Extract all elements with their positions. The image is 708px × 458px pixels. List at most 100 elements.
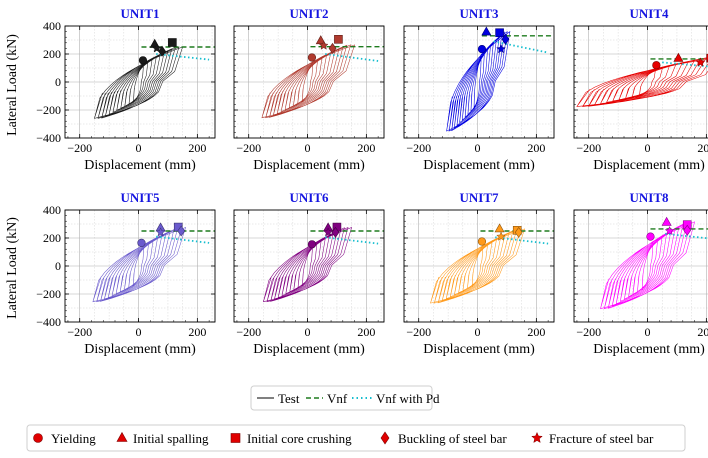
marker-initial-spalling xyxy=(673,52,684,62)
x-axis-label: Displacement (mm) xyxy=(423,342,535,357)
marker-yielding xyxy=(137,238,146,247)
y-tick-label: 400 xyxy=(43,203,61,217)
legend-yielding-marker xyxy=(33,433,43,443)
marker-buckling xyxy=(328,42,337,54)
subplot-unit7: −200 0 200 UNIT7 Displacement (mm) xyxy=(403,190,555,357)
legend-test-label: Test xyxy=(278,391,300,406)
x-tick-label: −200 xyxy=(406,325,431,339)
test-hysteresis-curve xyxy=(262,227,353,303)
marker-fracture xyxy=(323,227,334,237)
marker-fracture xyxy=(155,227,166,237)
subplot-title: UNIT1 xyxy=(120,6,159,21)
x-tick-label: −200 xyxy=(67,141,92,155)
marker-yielding xyxy=(477,237,487,246)
x-axis-label: Displacement (mm) xyxy=(253,342,365,357)
x-tick-label: 0 xyxy=(136,325,142,339)
subplot-unit5: −200 0 200 −400 −200 0 200 400 UNIT5 Displacement… xyxy=(36,190,216,357)
x-tick-label: 0 xyxy=(645,325,651,339)
x-tick-label: 0 xyxy=(475,325,481,339)
marker-yielding xyxy=(652,61,661,70)
marker-fracture xyxy=(318,40,329,50)
x-tick-label: 0 xyxy=(305,141,311,155)
test-hysteresis-curve xyxy=(261,44,356,119)
vnf-with-pd-line xyxy=(156,235,210,244)
x-tick-label: −200 xyxy=(406,141,431,155)
y-axis-label-top: Lateral Load (kN) xyxy=(5,34,20,136)
marker-yielding xyxy=(477,44,487,54)
test-hysteresis-curve xyxy=(92,227,187,303)
subplot-unit4: −200 0 200 UNIT4 Displacement (mm) xyxy=(573,6,708,173)
x-tick-label: 0 xyxy=(136,141,142,155)
marker-yielding xyxy=(307,53,317,62)
x-axis-label: Displacement (mm) xyxy=(84,342,196,357)
subplot-unit8: −200 0 200 UNIT8 Displacement (mm) xyxy=(573,190,708,357)
x-axis-label: Displacement (mm) xyxy=(423,158,535,173)
marker-buckling xyxy=(501,33,510,45)
x-tick-label: 200 xyxy=(697,325,708,339)
x-axis-label: Displacement (mm) xyxy=(593,158,705,173)
y-tick-label: 200 xyxy=(43,231,61,245)
x-tick-label: 200 xyxy=(188,141,206,155)
marker-buckling xyxy=(331,226,340,238)
marker-yielding xyxy=(138,56,148,65)
marker-initial-core-crushing xyxy=(495,28,504,38)
legend-crushing-label: Initial core crushing xyxy=(247,431,352,446)
subplot-title: UNIT3 xyxy=(459,6,499,21)
x-tick-label: −200 xyxy=(67,325,92,339)
x-axis-label: Displacement (mm) xyxy=(253,158,365,173)
legend-buckling-label: Buckling of steel bar xyxy=(398,431,507,446)
marker-fracture xyxy=(151,43,162,53)
marker-yielding xyxy=(307,240,317,249)
test-hysteresis-curve xyxy=(600,221,696,310)
legend-buckling-marker xyxy=(380,431,390,445)
marker-initial-spalling xyxy=(481,26,492,36)
y-tick-label: 0 xyxy=(55,75,61,89)
x-tick-label: 200 xyxy=(527,141,545,155)
legend-crushing-marker xyxy=(230,433,241,443)
marker-initial-spalling xyxy=(315,35,326,45)
subplot-unit6: −200 0 200 UNIT6 Displacement (mm) xyxy=(233,190,385,357)
marker-fracture xyxy=(664,225,675,236)
subplot-title: UNIT6 xyxy=(289,190,329,205)
vnf-with-pd-line xyxy=(665,232,708,240)
vnf-with-pd-line xyxy=(493,40,549,54)
x-tick-label: 200 xyxy=(357,141,375,155)
test-hysteresis-curve xyxy=(576,57,708,107)
vnf-with-pd-line xyxy=(325,53,379,62)
legend-spalling-label: Initial spalling xyxy=(133,431,209,446)
vnf-with-pd-line xyxy=(495,236,549,245)
subplot-title: UNIT8 xyxy=(629,190,669,205)
test-hysteresis-curve xyxy=(446,30,511,132)
subplot-unit1: −200 0 200 −400 −200 0 200 400 UNIT1 Displacement… xyxy=(36,6,216,173)
marker-buckling xyxy=(683,224,692,236)
marker-initial-core-crushing xyxy=(334,34,343,44)
marker-initial-spalling xyxy=(661,216,672,226)
x-axis-label: Displacement (mm) xyxy=(84,158,196,173)
subplot-title: UNIT2 xyxy=(289,6,328,21)
subplot-unit2: −200 0 200 UNIT2 Displacement (mm) xyxy=(233,6,385,173)
marker-fracture xyxy=(496,231,506,241)
marker-buckling xyxy=(177,225,186,237)
legend-spalling-marker xyxy=(116,431,128,442)
y-tick-label: 200 xyxy=(43,47,61,61)
x-tick-label: 0 xyxy=(645,141,651,155)
marker-initial-core-crushing xyxy=(706,53,708,63)
x-tick-label: −200 xyxy=(236,141,261,155)
marker-fracture xyxy=(496,43,506,54)
y-tick-label: −200 xyxy=(36,103,61,117)
x-tick-label: 200 xyxy=(527,325,545,339)
subplot-title: UNIT5 xyxy=(120,190,160,205)
x-tick-label: 200 xyxy=(357,325,375,339)
marker-initial-core-crushing xyxy=(168,38,177,47)
marker-initial-spalling xyxy=(494,223,505,233)
y-tick-label: −200 xyxy=(36,287,61,301)
legend-fracture-label: Fracture of steel bar xyxy=(549,431,654,446)
x-tick-label: 0 xyxy=(475,141,481,155)
test-hysteresis-curve xyxy=(430,228,526,304)
legend-vnf-pd-label: Vnf with Pd xyxy=(376,391,440,406)
vnf-with-pd-line xyxy=(156,53,210,61)
x-tick-label: −200 xyxy=(576,141,601,155)
marker-fracture xyxy=(695,57,706,67)
vnf-with-pd-line xyxy=(662,61,708,68)
